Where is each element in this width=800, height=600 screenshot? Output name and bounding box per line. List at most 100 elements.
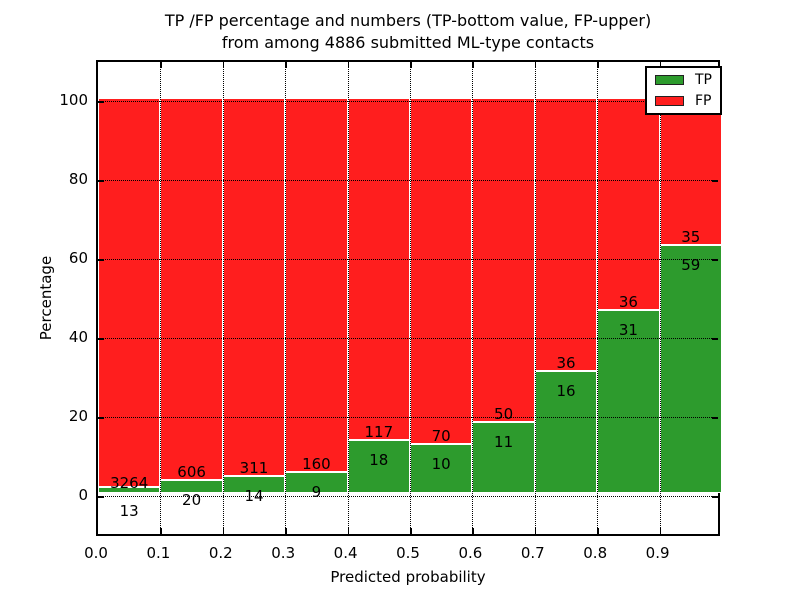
y-tick-label-80: 80 bbox=[68, 170, 88, 188]
x-tick-label-0.2: 0.2 bbox=[208, 544, 233, 562]
tp-bar-segment bbox=[98, 487, 161, 493]
y-tick-mark bbox=[98, 180, 104, 182]
fp-count-label: 36 bbox=[556, 354, 576, 373]
stacked-bar-0.9-1.0 bbox=[659, 98, 722, 493]
tp-legend-swatch bbox=[655, 75, 684, 85]
chart-title: TP /FP percentage and numbers (TP-bottom… bbox=[96, 10, 720, 54]
horizontal-gridline-0 bbox=[98, 496, 718, 497]
y-tick-mark bbox=[98, 338, 104, 340]
x-tick-label-0.9: 0.9 bbox=[645, 544, 670, 562]
vertical-gridline-0.2 bbox=[222, 62, 224, 534]
chart-title-line2: from among 4886 submitted ML-type contac… bbox=[221, 33, 595, 52]
tp-count-label: 16 bbox=[556, 382, 576, 401]
fp-count-label: 70 bbox=[431, 426, 451, 445]
y-tick-mark-right bbox=[712, 338, 718, 340]
stacked-bar-0.5-0.6 bbox=[410, 98, 473, 493]
fp-count-label: 36 bbox=[618, 293, 638, 312]
tp-count-label: 13 bbox=[119, 502, 139, 521]
x-tick-mark-top bbox=[597, 62, 599, 68]
stacked-bar-0.0-0.1 bbox=[98, 98, 161, 493]
tp-count-label: 20 bbox=[182, 491, 202, 510]
stacked-bar-0.1-0.2 bbox=[160, 98, 223, 493]
fp-count-label: 50 bbox=[494, 404, 514, 423]
x-tick-mark bbox=[285, 528, 287, 534]
horizontal-gridline-100 bbox=[98, 101, 718, 102]
stacked-bar-0.2-0.3 bbox=[222, 98, 286, 493]
fp-bar-segment bbox=[534, 98, 598, 372]
fp-count-label: 311 bbox=[239, 458, 269, 477]
y-tick-label-60: 60 bbox=[68, 249, 88, 267]
fp-bar-segment bbox=[347, 98, 410, 441]
x-tick-mark bbox=[534, 528, 537, 534]
y-tick-mark bbox=[98, 417, 104, 419]
tp-bar-segment bbox=[347, 440, 410, 493]
tp-count-label: 14 bbox=[244, 486, 264, 505]
fp-bar-segment bbox=[98, 98, 161, 487]
vertical-gridline-0.3 bbox=[285, 62, 287, 534]
y-tick-label-20: 20 bbox=[68, 407, 88, 425]
y-tick-mark-right bbox=[712, 417, 718, 419]
fp-count-label: 117 bbox=[364, 423, 394, 442]
vertical-gridline-0.8 bbox=[597, 62, 599, 534]
x-tick-mark-top bbox=[534, 62, 537, 68]
tp-count-label: 11 bbox=[494, 432, 514, 451]
y-tick-mark-right bbox=[712, 259, 718, 261]
horizontal-gridline-80 bbox=[98, 180, 718, 181]
x-tick-mark-top bbox=[222, 62, 225, 68]
y-axis-label: Percentage bbox=[37, 255, 55, 341]
fp-count-label: 35 bbox=[681, 228, 701, 247]
tp-bar-segment bbox=[659, 245, 722, 493]
y-tick-mark-right bbox=[712, 496, 718, 498]
tp-count-label: 9 bbox=[311, 482, 322, 501]
plot-area: 3264 13 606 20 311 14 160 9 117 18 70 10 50 11 36 16 36 3… bbox=[96, 60, 722, 536]
x-axis-label: Predicted probability bbox=[330, 568, 486, 586]
horizontal-gridline-20 bbox=[98, 417, 718, 418]
x-tick-mark bbox=[597, 528, 599, 534]
fp-bar-segment bbox=[285, 98, 348, 472]
x-tick-label-0.1: 0.1 bbox=[146, 544, 171, 562]
fp-bar-segment bbox=[597, 98, 660, 311]
y-tick-mark-right bbox=[712, 180, 718, 182]
x-tick-mark-top bbox=[410, 62, 412, 68]
x-tick-mark bbox=[222, 528, 225, 534]
x-tick-label-0.6: 0.6 bbox=[458, 544, 483, 562]
tp-count-label: 18 bbox=[369, 451, 389, 470]
fp-bar-segment bbox=[160, 98, 223, 481]
tp-bar-segment bbox=[410, 443, 473, 493]
stacked-bar-0.3-0.4 bbox=[285, 98, 348, 493]
legend-label: TP bbox=[695, 72, 712, 88]
y-tick-label-100: 100 bbox=[59, 91, 88, 109]
x-tick-mark bbox=[472, 528, 474, 534]
y-tick-label-0: 0 bbox=[78, 486, 88, 504]
chart-title-line1: TP /FP percentage and numbers (TP-bottom… bbox=[164, 11, 652, 30]
x-tick-mark bbox=[659, 528, 662, 534]
vertical-gridline-0.6 bbox=[472, 62, 474, 534]
legend: TP FP bbox=[645, 66, 722, 115]
x-tick-mark-top bbox=[659, 62, 662, 68]
vertical-gridline-0.9 bbox=[659, 62, 661, 534]
vertical-gridline-0.5 bbox=[410, 62, 411, 534]
x-tick-mark bbox=[347, 528, 350, 534]
y-tick-mark bbox=[98, 259, 104, 261]
fp-bar-segment bbox=[659, 98, 722, 246]
x-tick-label-0.5: 0.5 bbox=[396, 544, 420, 562]
stacked-bar-0.7-0.8 bbox=[534, 98, 598, 493]
legend-entry-TP: TP bbox=[655, 73, 712, 87]
x-tick-mark-top bbox=[285, 62, 287, 68]
fp-bar-segment bbox=[410, 98, 473, 444]
x-tick-label-0.7: 0.7 bbox=[520, 544, 545, 562]
tp-count-label: 59 bbox=[681, 256, 701, 275]
x-tick-mark bbox=[160, 528, 162, 534]
x-tick-mark-top bbox=[347, 62, 350, 68]
tp-count-label: 10 bbox=[431, 454, 451, 473]
tp-count-label: 31 bbox=[618, 321, 638, 340]
legend-label: FP bbox=[695, 93, 712, 109]
fp-count-label: 3264 bbox=[110, 474, 149, 493]
vertical-gridline-0.7 bbox=[534, 62, 536, 534]
y-tick-mark bbox=[98, 101, 104, 103]
horizontal-gridline-40 bbox=[98, 338, 718, 339]
stacked-bar-0.8-0.9 bbox=[597, 98, 660, 493]
fp-legend-swatch bbox=[655, 96, 684, 106]
fp-count-label: 160 bbox=[302, 454, 331, 473]
